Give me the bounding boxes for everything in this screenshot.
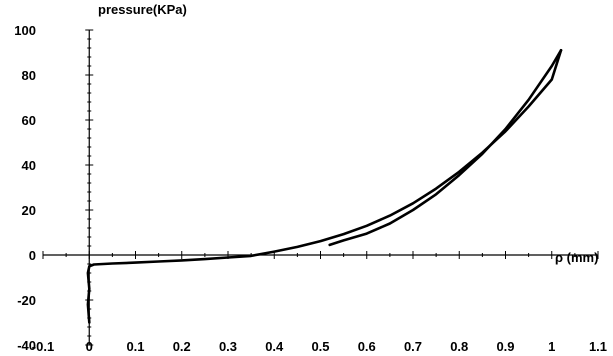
tick-labels-layer: -0.1 0 0.1 0.2 0.3 0.4 0.5 0.6 0.7 0.8 0.9 1 1.1 -40 -… [14, 23, 607, 354]
x-tick-label: 1 [548, 339, 555, 354]
y-tick-label: -20 [17, 293, 36, 308]
x-tick-label: 0.3 [219, 339, 237, 354]
x-tick-label: 0 [86, 339, 93, 354]
x-tick-label: -0.1 [32, 339, 54, 354]
y-tick-label: 80 [22, 68, 36, 83]
y-axis-title: pressure(KPa) [98, 2, 187, 17]
x-tick-label: 0.4 [265, 339, 284, 354]
axes-layer [43, 30, 598, 345]
curves-layer [86, 49, 563, 324]
ticks-layer [42, 29, 599, 346]
x-axis-title: ρ (mm) [555, 250, 598, 265]
unloading-curve [328, 49, 563, 247]
y-tick-label: 40 [22, 158, 36, 173]
y-tick-label: 100 [14, 23, 36, 38]
y-tick-label: 60 [22, 113, 36, 128]
x-tick-label: 0.8 [450, 339, 468, 354]
loading-curve [86, 49, 563, 324]
x-tick-label: 0.1 [126, 339, 144, 354]
x-tick-label: 0.2 [173, 339, 191, 354]
y-tick-label: 20 [22, 203, 36, 218]
x-tick-label: 0.6 [358, 339, 376, 354]
y-tick-label: 0 [29, 248, 36, 263]
y-tick-label: -40 [17, 338, 36, 353]
x-tick-label: 0.5 [311, 339, 329, 354]
x-tick-label: 1.1 [589, 339, 607, 354]
x-tick-label: 0.9 [496, 339, 514, 354]
x-tick-label: 0.7 [404, 339, 422, 354]
